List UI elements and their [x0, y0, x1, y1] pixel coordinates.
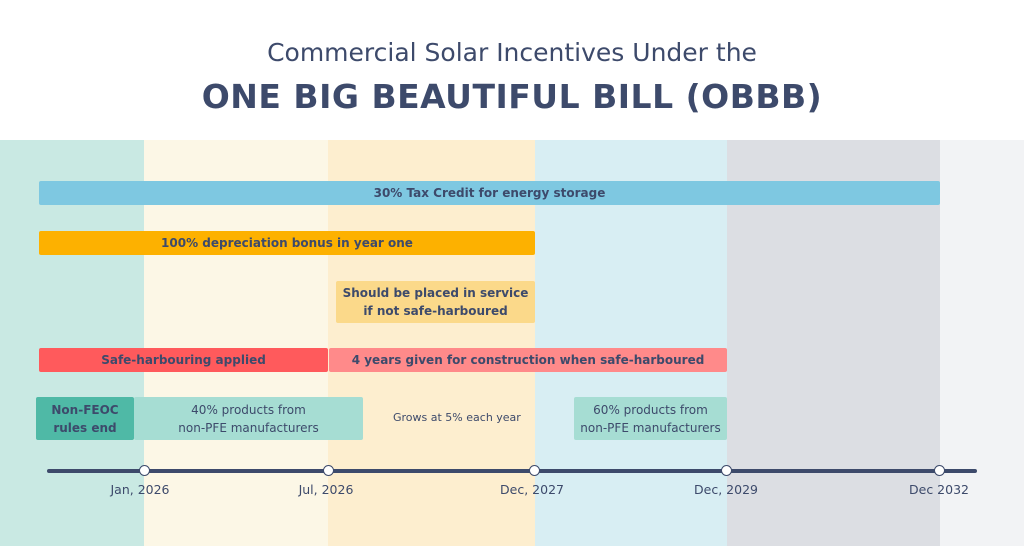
timeline-axis	[47, 469, 977, 473]
storage-credit-bar: 30% Tax Credit for energy storage	[39, 181, 940, 205]
feoc-line-1: Non-FEOC	[51, 402, 119, 417]
timeline-label: Jul, 2026	[298, 482, 354, 497]
pfe-60-line-1: 60% products from	[593, 402, 708, 417]
safe-harbour-label: Safe-harbouring applied	[101, 353, 266, 367]
pfe-60-line-2: non-PFE manufacturers	[580, 420, 721, 435]
safe-harbour-bar: Safe-harbouring applied	[39, 348, 328, 372]
placed-in-service-bar: Should be placed in service if not safe-h…	[336, 281, 535, 323]
timeline-label: Dec, 2029	[694, 482, 758, 497]
timeline-marker	[933, 465, 945, 476]
band-h1-2026	[144, 140, 328, 546]
title-line-2: ONE BIG BEAUTIFUL BILL (OBBB)	[201, 77, 823, 116]
storage-credit-label: 30% Tax Credit for energy storage	[373, 186, 606, 200]
depreciation-bar: 100% depreciation bonus in year one	[39, 231, 535, 255]
band-to-2027	[328, 140, 535, 546]
depreciation-label: 100% depreciation bonus in year one	[161, 236, 413, 250]
band-to-2032	[727, 140, 940, 546]
timeline-marker	[138, 465, 150, 476]
growth-note: Grows at 5% each year	[393, 411, 521, 424]
placed-in-service-line-2: if not safe-harboured	[363, 304, 508, 318]
title-line-1: Commercial Solar Incentives Under the	[267, 38, 757, 67]
timeline-marker	[720, 465, 732, 476]
feoc-end-bar: Non-FEOC rules end	[36, 397, 134, 440]
feoc-line-2: rules end	[53, 420, 117, 435]
construction-label: 4 years given for construction when safe…	[351, 353, 705, 367]
pfe-60-bar: 60% products from non-PFE manufacturers	[574, 397, 727, 440]
band-pre-2026	[0, 140, 144, 546]
construction-bar: 4 years given for construction when safe…	[329, 348, 727, 372]
timeline-marker	[322, 465, 334, 476]
band-after-2032	[940, 140, 1024, 546]
timeline-marker	[528, 465, 540, 476]
pfe-40-line-2: non-PFE manufacturers	[178, 420, 319, 435]
pfe-40-line-1: 40% products from	[191, 402, 306, 417]
pfe-40-bar: 40% products from non-PFE manufacturers	[134, 397, 363, 440]
timeline-label: Dec, 2027	[500, 482, 564, 497]
band-to-2029	[535, 140, 727, 546]
timeline-label: Dec 2032	[909, 482, 969, 497]
timeline-label: Jan, 2026	[110, 482, 170, 497]
placed-in-service-line-1: Should be placed in service	[342, 286, 529, 300]
